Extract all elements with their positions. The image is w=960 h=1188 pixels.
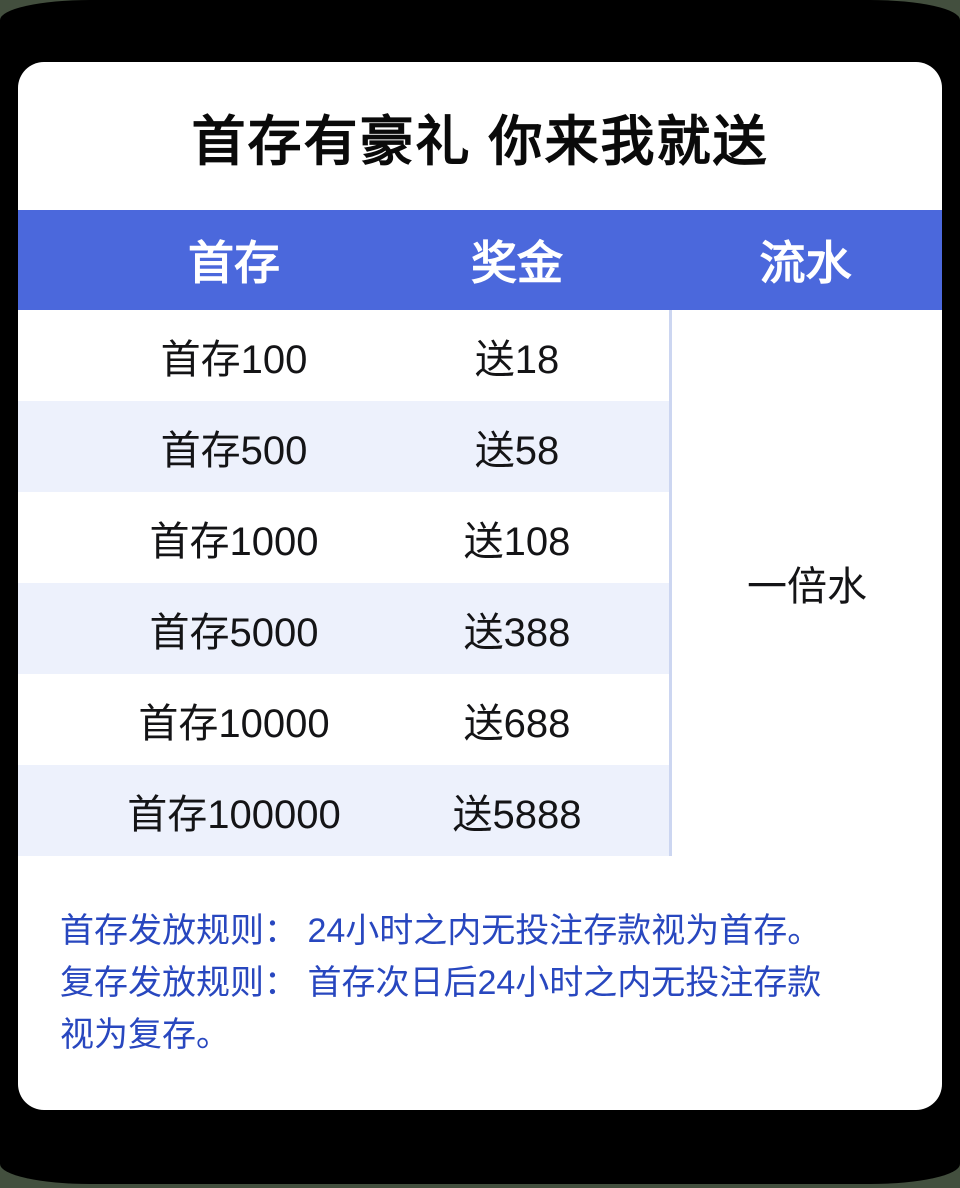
- promo-title: 首存有豪礼 你来我就送: [191, 111, 769, 172]
- deposit-bonus-rows: 首存100 送18 首存500 送58 首存1000 送108 首存5000 送…: [18, 310, 669, 856]
- header-cell-bonus: 奖金: [471, 237, 563, 289]
- table-row: 首存500 送58: [18, 401, 669, 492]
- table-row: 首存5000 送388: [18, 583, 669, 674]
- table-body: 首存100 送18 首存500 送58 首存1000 送108 首存5000 送…: [18, 310, 942, 856]
- deposit-cell: 首存10000: [138, 701, 330, 746]
- redeposit-rule: 复存发放规则： 首存次日后24小时之内无投注存款视为复存。: [60, 964, 822, 1054]
- table-row: 首存100 送18: [18, 310, 669, 401]
- bonus-cell: 送108: [463, 519, 571, 564]
- deposit-cell: 首存500: [160, 428, 308, 473]
- header-cell-turnover: 流水: [759, 237, 852, 289]
- turnover-merged-cell: 一倍水: [669, 310, 942, 856]
- deposit-cell: 首存1000: [149, 519, 319, 564]
- table-row: 首存100000 送5888: [18, 765, 669, 856]
- deposit-cell: 首存100: [160, 337, 308, 382]
- bonus-cell: 送688: [463, 701, 571, 746]
- header-cell-deposit: 首存: [188, 237, 280, 289]
- table-row: 首存1000 送108: [18, 492, 669, 583]
- bonus-cell: 送5888: [452, 792, 582, 837]
- first-deposit-rule: 首存发放规则： 24小时之内无投注存款视为首存。: [60, 912, 822, 950]
- deposit-cell: 首存100000: [127, 792, 341, 837]
- deposit-cell: 首存5000: [149, 610, 319, 655]
- bonus-cell: 送18: [474, 337, 560, 382]
- bonus-cell: 送388: [463, 610, 571, 655]
- bonus-cell: 送58: [474, 428, 560, 473]
- promo-card: 首存有豪礼 你来我就送 首存 奖金 流水 首存100 送18 首存500 送58…: [18, 62, 942, 1110]
- table-header-row: 首存 奖金 流水: [18, 210, 942, 310]
- table-row: 首存10000 送688: [18, 674, 669, 765]
- deposit-rules: 首存发放规则： 24小时之内无投注存款视为首存。 复存发放规则： 首存次日后24…: [60, 905, 850, 1061]
